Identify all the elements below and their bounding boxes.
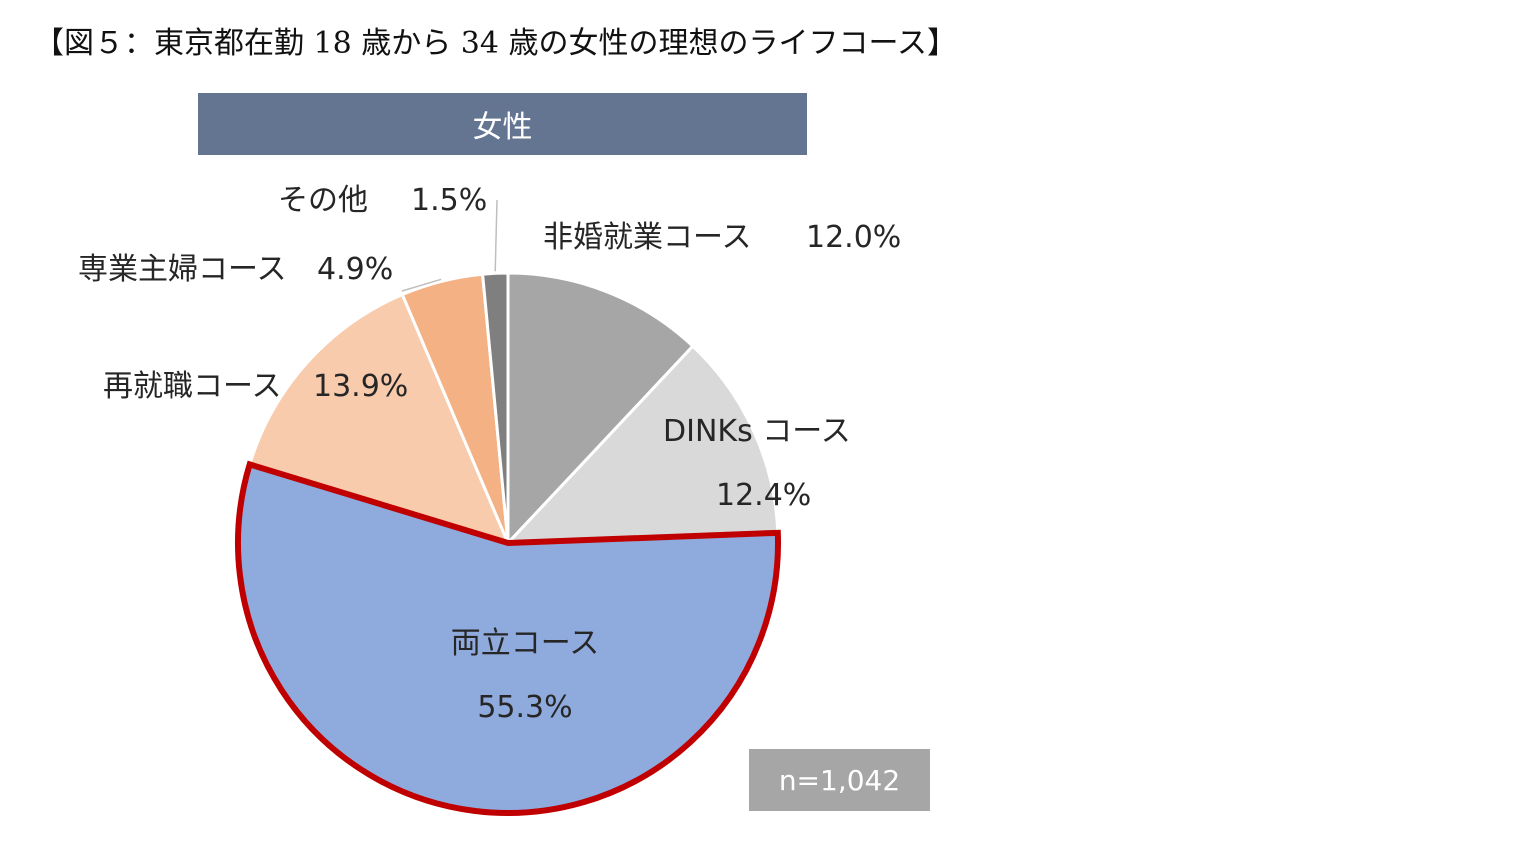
slice-name-label: DINKs コース [663,414,851,449]
slice-label-1: DINKs コース 12.4% [663,414,851,513]
leader-lines [401,199,498,292]
slice-label-5: その他 1.5% [278,183,487,218]
pie-slice-5 [481,271,510,545]
pie-slice-3 [248,293,510,545]
chart-title-bar: 女性 [198,93,807,155]
leader-line-5 [494,199,498,272]
slice-label-4: 専業主婦コース 4.9% [78,252,393,287]
pie-slice-0 [506,271,695,545]
slice-name-label: 再就職コース [103,369,282,404]
sample-size-label: n=1,042 [778,763,901,797]
slice-name-label: その他 [278,183,368,218]
pie-slices [236,271,780,815]
slice-value-label: 13.9% [313,369,408,404]
sample-size-box: n=1,042 [749,749,930,811]
slice-value-label: 12.4% [716,478,811,513]
slice-value-label: 12.0% [806,220,901,255]
slice-value-label: 4.9% [317,252,393,287]
leader-line-4 [401,278,442,292]
slice-name-label: 非婚就業コース [543,220,752,255]
slice-name-label: 両立コース [451,626,600,661]
slice-label-0: 非婚就業コース 12.0% [543,220,901,255]
highlight-outline [235,460,781,816]
slice-name-label: 専業主婦コース [78,252,287,287]
chart-title: 女性 [472,110,533,145]
pie-slice-1 [506,344,780,545]
slice-label-2: 両立コース 55.3% [451,626,600,725]
slice-value-label: 1.5% [411,183,487,218]
figure-title: 【図５：東京都在勤 18 歳から 34 歳の女性の理想のライフコース】 [34,26,957,61]
slice-label-3: 再就職コース 13.9% [103,369,408,404]
slice-value-label: 55.3% [477,690,572,725]
highlight-outline-slice-2 [235,460,781,816]
